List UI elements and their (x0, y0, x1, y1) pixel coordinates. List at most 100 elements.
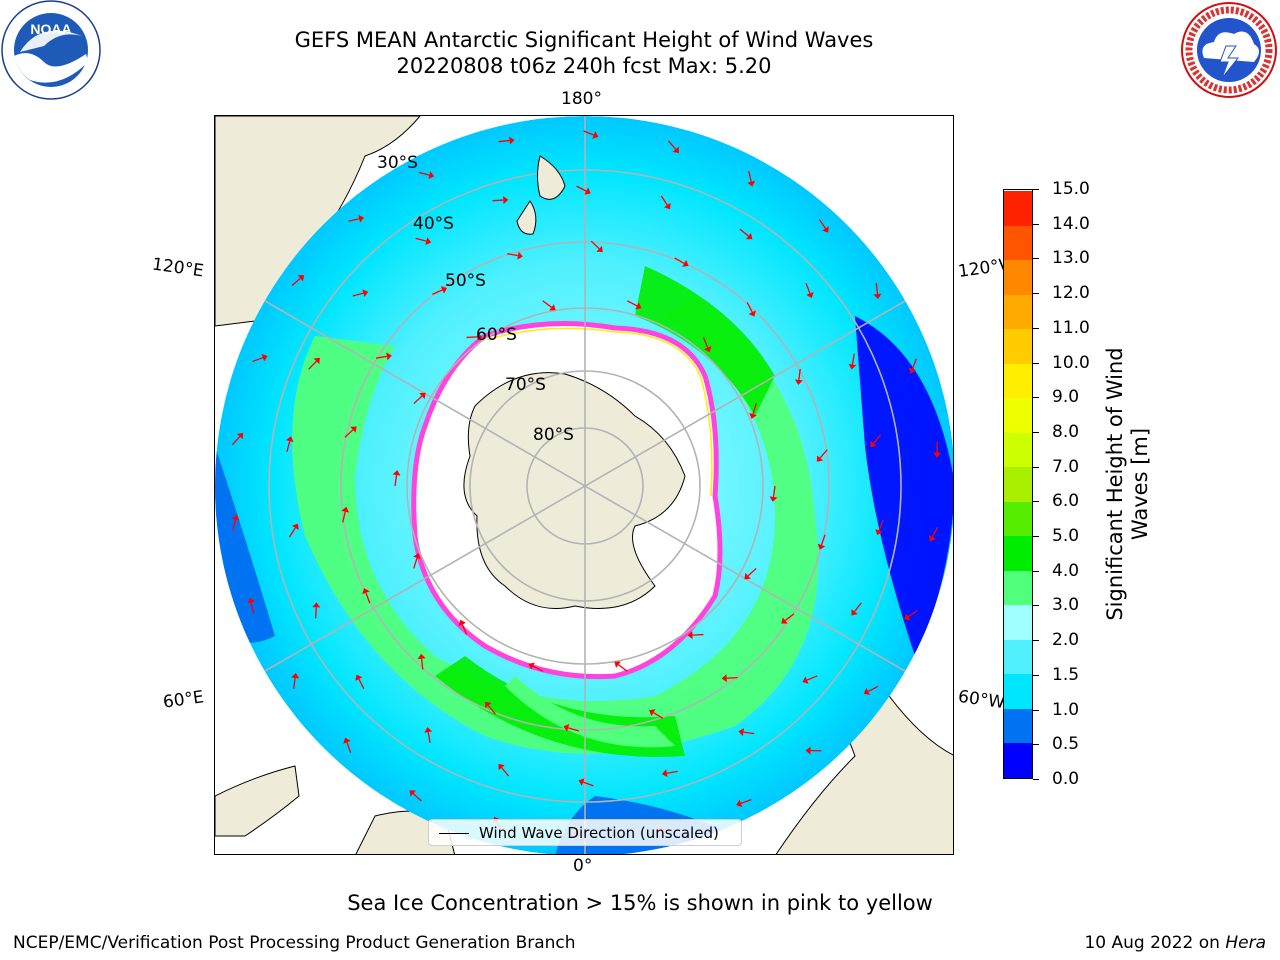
wave-direction-arrow (576, 185, 587, 192)
wave-direction-arrow (746, 302, 753, 313)
wave-direction-arrowhead (343, 737, 351, 744)
colorbar-tick (1033, 431, 1039, 433)
wave-direction-arrow (492, 199, 504, 202)
date-text: 10 Aug 2022 on (1084, 933, 1226, 953)
wave-direction-arrow (346, 742, 352, 753)
wave-direction-arrow (806, 675, 818, 681)
wave-direction-arrowhead (649, 709, 656, 717)
wave-direction-arrow (854, 602, 862, 612)
sea-ice-footnote: Sea Ice Concentration > 15% is shown in … (347, 891, 933, 915)
wave-direction-arrowhead (313, 357, 320, 365)
wave-direction-arrow (427, 731, 431, 743)
wave-direction-arrow (626, 300, 638, 307)
wave-direction-arrowhead (413, 553, 421, 560)
wave-direction-arrow (532, 665, 544, 672)
wave-direction-arrowhead (928, 535, 936, 542)
wave-direction-arrow (358, 678, 365, 690)
wave-direction-arrow (666, 770, 678, 774)
colorbar-segment (1004, 328, 1032, 364)
colorbar-tick-label: 15.0 (1052, 179, 1090, 199)
colorbar-tick-label: 2.0 (1052, 630, 1080, 651)
wave-direction-arrow (232, 519, 237, 531)
wave-direction-arrowhead (485, 701, 492, 709)
lat-label-70s: 70°S (505, 375, 546, 395)
wave-direction-arrow (873, 434, 882, 444)
colorbar-tick (1033, 223, 1039, 225)
wave-direction-arrow (618, 664, 628, 672)
wave-direction-arrowhead (744, 572, 751, 580)
wave-direction-arrowhead (747, 180, 756, 187)
lat-label-80s: 80°S (533, 425, 574, 445)
wave-direction-arrowhead (291, 523, 299, 530)
wave-direction-arrowhead (517, 251, 523, 260)
wave-direction-arrow (875, 283, 879, 295)
colorbar-segment (1004, 742, 1032, 778)
wave-direction-arrow (413, 557, 418, 569)
wave-direction-arrow (752, 403, 757, 415)
wave-direction-arrowhead (672, 146, 679, 154)
lon-label-180: 180° (561, 89, 602, 109)
wave-direction-arrowhead (596, 245, 603, 253)
colorbar-tick-label: 4.0 (1052, 560, 1080, 581)
colorbar-segment (1004, 466, 1032, 502)
map-subtitle: 20220808 t06z 240h fcst Max: 5.20 (396, 54, 772, 78)
wave-direction-arrow (308, 360, 317, 370)
wave-direction-arrow (692, 633, 704, 636)
colorbar-segment (1004, 673, 1032, 709)
colorbar-tick-label: 14.0 (1052, 213, 1090, 234)
wave-direction-arrowhead (848, 363, 857, 370)
wave-direction-arrowhead (424, 727, 433, 733)
wave-direction-arrowhead (682, 259, 689, 267)
colorbar-tick-label: 8.0 (1052, 421, 1080, 442)
wave-direction-arrow (674, 257, 685, 264)
wave-direction-arrow (740, 799, 752, 805)
wave-direction-arrowhead (738, 728, 744, 737)
colorbar-segment (1004, 501, 1032, 537)
wave-direction-arrowhead (392, 470, 401, 476)
wave-direction-arrowhead (769, 496, 778, 502)
wave-direction-arrow (415, 237, 427, 242)
colorbar-tick-label: 13.0 (1052, 248, 1090, 269)
map-legend: Wind Wave Direction (unscaled) (428, 819, 742, 846)
wave-direction-arrow (352, 292, 364, 297)
wave-direction-arrow (542, 300, 552, 308)
wave-direction-arrow (739, 228, 749, 237)
colorbar-tick (1033, 189, 1039, 190)
colorbar-segment (1004, 190, 1032, 226)
wave-direction-arrow (818, 218, 826, 229)
wave-height-field (215, 116, 953, 854)
colorbar-tick (1033, 674, 1039, 676)
colorbar-tick (1033, 362, 1039, 364)
wave-direction-arrow (568, 727, 579, 732)
wave-direction-arrowhead (851, 609, 858, 616)
colorbar-tick-label: 7.0 (1052, 456, 1080, 477)
low-wave-region-east (855, 316, 953, 656)
wave-direction-arrowhead (341, 506, 350, 513)
wave-direction-arrow (461, 624, 468, 635)
wave-direction-arrowhead (358, 214, 365, 223)
wave-direction-arrowhead (875, 529, 883, 536)
wave-direction-arrow (772, 485, 776, 497)
wave-direction-arrow (819, 449, 828, 459)
wave-direction-arrow (365, 592, 371, 604)
colorbar-segment (1004, 708, 1032, 744)
national-weather-service-logo (1180, 1, 1278, 99)
wave-direction-arrow (498, 139, 510, 143)
wave-direction-arrowhead (261, 353, 268, 362)
wave-direction-arrow (931, 527, 939, 538)
wave-direction-arrowhead (477, 332, 483, 341)
wave-direction-arrowhead (745, 232, 753, 240)
wave-direction-arrowhead (578, 778, 585, 786)
wave-direction-arrow (252, 357, 264, 363)
wave-direction-arrowhead (748, 310, 756, 317)
lat-label-40s: 40°S (413, 214, 454, 234)
wave-direction-arrowhead (503, 196, 509, 205)
legend-label: Wind Wave Direction (unscaled) (479, 824, 719, 842)
wave-direction-arrowhead (247, 597, 256, 604)
wave-direction-arrow (747, 567, 757, 577)
colorbar-tick-label: 9.0 (1052, 387, 1080, 408)
colorbar-tick-label: 11.0 (1052, 317, 1090, 338)
wave-direction-arrow (420, 658, 424, 670)
wave-direction-arrowhead (816, 455, 824, 462)
wave-direction-arrowhead (794, 379, 803, 385)
